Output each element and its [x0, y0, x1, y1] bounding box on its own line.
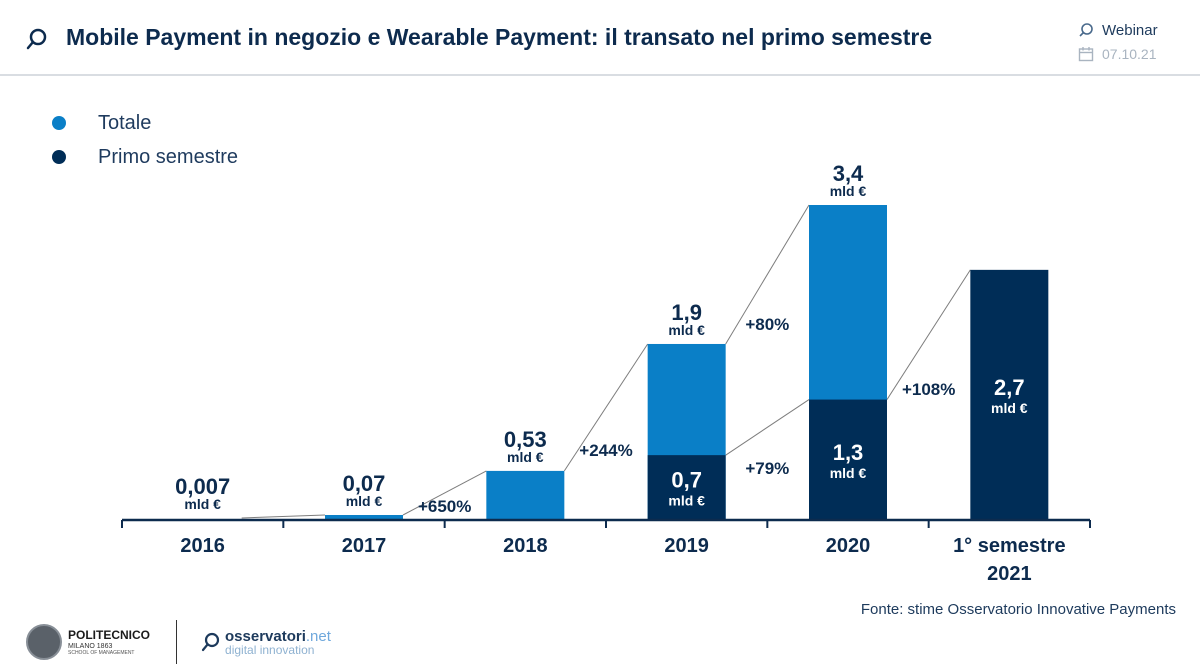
x-tick-label-2: 2018 [503, 535, 548, 557]
data-label-totale-unit-3: mld € [668, 322, 705, 338]
bar-totale-1 [325, 515, 403, 520]
x-tick-label-3: 2019 [664, 535, 709, 557]
x-tick-label-5-year: 2021 [987, 563, 1032, 585]
data-label-totale-1: 0,07 [343, 471, 386, 496]
data-label-primo-4: 1,3 [833, 440, 864, 465]
bar-chart: 2016 2017 2018 2019 2020 1° semestre 2021 0,007… [121, 161, 1091, 585]
data-label-totale-4: 3,4 [833, 161, 864, 186]
search-icon [1079, 23, 1093, 37]
event-label: Webinar [1102, 21, 1158, 39]
legend-swatch-primo-semestre [52, 150, 66, 164]
data-label-totale-0: 0,007 [175, 474, 230, 499]
connector-totale-3 [725, 204, 810, 345]
osservatori-icon [201, 632, 220, 652]
legend-item-totale: Totale [52, 106, 238, 140]
page-title: Mobile Payment in negozio e Wearable Pay… [66, 24, 933, 50]
data-label-totale-unit-4: mld € [830, 183, 867, 199]
data-label-primo-5: 2,7 [994, 375, 1025, 400]
osservatori-tagline: digital innovation [225, 642, 315, 657]
polimi-school: SCHOOL OF MANAGEMENT [68, 649, 135, 656]
bar-primo-5 [970, 269, 1049, 520]
polimi-seal-icon [26, 624, 62, 660]
data-label-primo-unit-4: mld € [830, 465, 867, 481]
bar-totale-2 [486, 470, 565, 520]
growth-label-totale-0: +650% [418, 497, 471, 516]
legend-swatch-totale [52, 116, 66, 130]
data-label-primo-3: 0,7 [671, 468, 702, 493]
growth-label-primo-1: +108% [902, 380, 955, 399]
connector-primo-3 [725, 399, 810, 456]
chart-legend: Totale Primo semestre [52, 106, 238, 174]
bar-primo-3 [647, 455, 726, 520]
growth-label-totale-1: +244% [579, 441, 632, 460]
osservatori-tld: .net [305, 627, 331, 645]
x-tick-label-1: 2017 [342, 535, 387, 557]
data-label-totale-unit-1: mld € [346, 493, 383, 509]
x-tick-label-5: 1° semestre [953, 535, 1066, 557]
connector-totale-2 [563, 343, 649, 472]
data-label-primo-unit-5: mld € [991, 400, 1028, 416]
connector-totale-0 [241, 514, 326, 519]
bar-primo-4 [809, 399, 887, 520]
polimi-logo: POLITECNICO MILANO 1863 SCHOOL OF MANAGE… [68, 629, 150, 656]
polimi-sub: MILANO 1863 [68, 642, 113, 650]
growth-label-primo-0: +79% [745, 459, 789, 478]
data-label-totale-3: 1,9 [671, 300, 702, 325]
x-tick-label-4: 2020 [826, 535, 871, 557]
data-label-totale-2: 0,53 [504, 427, 547, 452]
footer-divider [176, 620, 178, 664]
footer-logos: POLITECNICO MILANO 1863 SCHOOL OF MANAGE… [26, 620, 331, 664]
osservatori-name: osservatori [225, 627, 306, 645]
data-label-totale-unit-2: mld € [507, 449, 544, 465]
event-date: 07.10.21 [1102, 46, 1157, 62]
osservatori-logo: osservatori.net digital innovation [201, 629, 331, 656]
x-tick-label-0: 2016 [180, 535, 225, 557]
source-note: Fonte: stime Osservatorio Innovative Pay… [860, 601, 1176, 618]
connector-primo-4 [886, 269, 971, 400]
legend-label-primo-semestre: Primo semestre [98, 145, 239, 168]
search-icon [26, 28, 47, 50]
data-label-primo-unit-3: mld € [668, 493, 705, 509]
header-bar: Mobile Payment in negozio e Wearable Pay… [0, 0, 1200, 76]
connector-totale-1 [402, 470, 487, 516]
calendar-icon [1078, 47, 1094, 62]
growth-label-totale-2: +80% [745, 315, 789, 334]
polimi-name: POLITECNICO [68, 627, 151, 642]
event-meta: Webinar 07.10.21 [1078, 18, 1188, 66]
legend-label-totale: Totale [98, 111, 152, 134]
legend-item-primo-semestre: Primo semestre [52, 140, 238, 174]
data-label-totale-unit-0: mld € [184, 496, 221, 512]
